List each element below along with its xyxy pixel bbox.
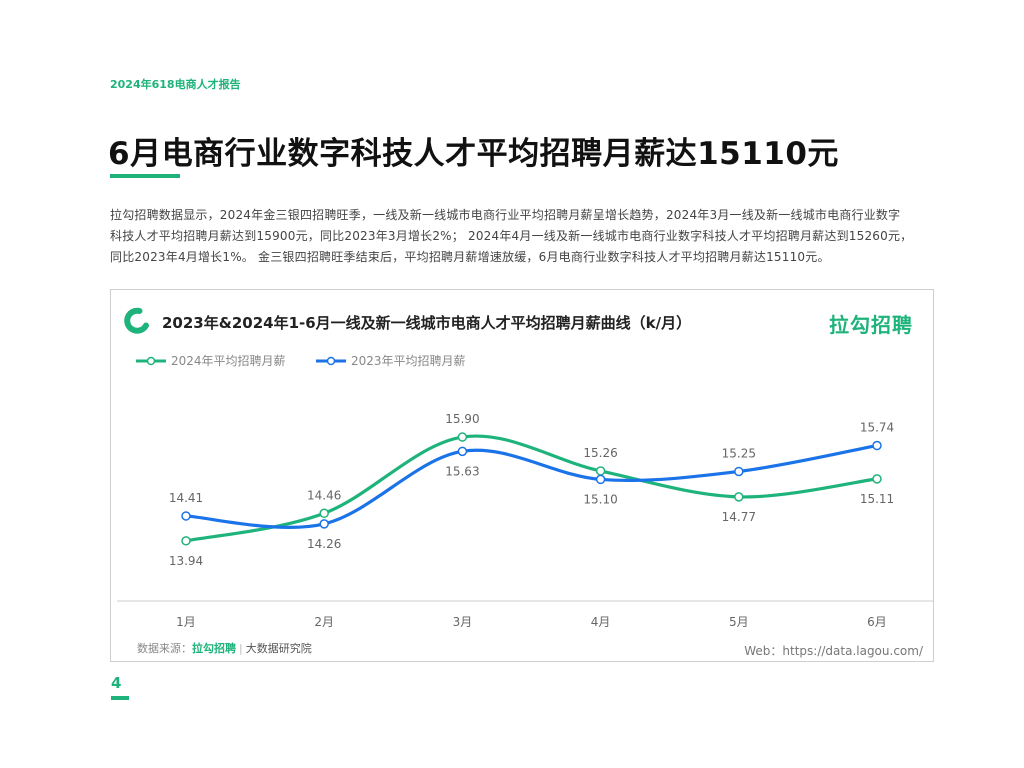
data-label: 15.90 — [445, 412, 479, 426]
data-label: 14.77 — [722, 510, 756, 524]
x-tick-label: 3月 — [453, 615, 473, 629]
page-number: 4 — [111, 674, 122, 692]
intro-line: 同比2023年4月增长1%。 金三银四招聘旺季结束后，平均招聘月薪增速放缓，6月… — [110, 250, 830, 264]
data-label: 15.63 — [445, 464, 479, 478]
legend-marker — [326, 356, 336, 366]
chart-logo-icon — [124, 307, 149, 334]
data-point — [872, 474, 882, 484]
legend-marker — [146, 356, 156, 366]
data-point — [734, 492, 744, 502]
source-brand: 拉勾招聘 — [192, 642, 236, 655]
x-tick-label: 4月 — [591, 615, 611, 629]
intro-line: 科技人才平均招聘月薪达到15900元，同比2023年3月增长2%； 2024年4… — [110, 229, 913, 243]
series-line — [184, 434, 879, 543]
chart-card: 2023年&2024年1-6月一线及新一线城市电商人才平均招聘月薪曲线（k/月）… — [110, 289, 934, 662]
series-line — [184, 443, 879, 529]
chart-title: 2023年&2024年1-6月一线及新一线城市电商人才平均招聘月薪曲线（k/月） — [162, 314, 691, 332]
data-label: 15.74 — [860, 421, 894, 435]
source-org: 大数据研究院 — [245, 642, 312, 655]
data-label: 14.41 — [169, 491, 203, 505]
data-point — [457, 432, 468, 442]
x-tick-label: 2月 — [314, 615, 334, 629]
data-point — [319, 508, 329, 519]
data-label: 15.26 — [583, 446, 617, 460]
lagou-brand-logo: 拉勾招聘 — [829, 313, 913, 337]
data-label: 15.10 — [583, 492, 617, 506]
x-tick-label: 5月 — [729, 615, 749, 629]
salary-line-chart: 2023年&2024年1-6月一线及新一线城市电商人才平均招聘月薪曲线（k/月）… — [117, 307, 933, 629]
page-title: 6月电商行业数字科技人才平均招聘月薪达15110元 — [108, 136, 839, 172]
page-number-bar — [111, 696, 129, 700]
x-tick-label: 6月 — [867, 615, 887, 629]
data-label: 14.46 — [307, 488, 341, 502]
data-source: 数据来源：拉勾招聘 | 大数据研究院 — [137, 640, 312, 656]
title-underline — [110, 174, 180, 178]
intro-text: 拉勾招聘数据显示，2024年金三银四招聘旺季，一线及新一线城市电商行业平均招聘月… — [110, 205, 940, 268]
data-point — [181, 511, 191, 521]
source-separator: | — [239, 642, 243, 655]
legend-label: 2024年平均招聘月薪 — [171, 354, 286, 368]
data-label: 15.11 — [860, 492, 894, 506]
data-point — [872, 440, 882, 451]
data-point — [595, 474, 606, 485]
intro-line: 拉勾招聘数据显示，2024年金三银四招聘旺季，一线及新一线城市电商行业平均招聘月… — [110, 208, 901, 222]
x-tick-label: 1月 — [176, 615, 196, 629]
data-point — [181, 536, 191, 546]
data-label: 15.25 — [722, 446, 756, 460]
data-label: 14.26 — [307, 537, 341, 551]
data-point — [457, 446, 468, 457]
data-label: 13.94 — [169, 554, 203, 568]
report-tag: 2024年618电商人才报告 — [110, 78, 241, 91]
source-prefix: 数据来源： — [137, 642, 192, 655]
data-point — [734, 466, 744, 477]
web-link[interactable]: Web：https://data.lagou.com/ — [744, 644, 923, 658]
data-point — [595, 466, 606, 476]
data-point — [319, 519, 329, 529]
legend-label: 2023年平均招聘月薪 — [351, 354, 466, 368]
